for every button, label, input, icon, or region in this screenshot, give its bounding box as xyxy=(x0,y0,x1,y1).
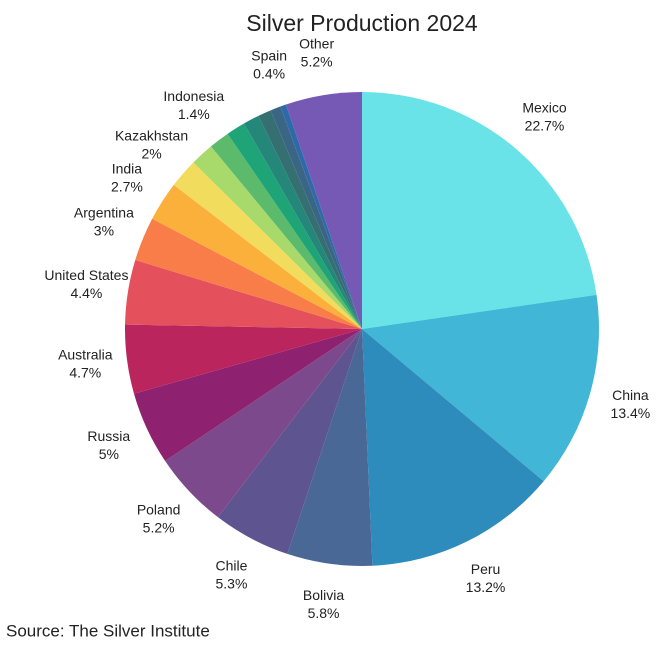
pie-slice xyxy=(217,329,362,554)
pie-slice xyxy=(135,218,362,329)
value-label: 5.2% xyxy=(301,53,333,69)
pie-slice xyxy=(243,115,362,329)
slice-label: Bolivia xyxy=(303,587,344,603)
value-label: 13.2% xyxy=(466,579,506,595)
pie-slice xyxy=(124,324,362,394)
source: Source: The Silver Institute xyxy=(6,621,210,640)
slice-label: United States xyxy=(44,267,128,283)
pie-slice xyxy=(133,329,362,461)
slice-label: Australia xyxy=(58,347,113,363)
slice-label: Chile xyxy=(215,557,247,573)
chart-title: Silver Production 2024 xyxy=(246,10,478,36)
pie-slice xyxy=(280,104,362,329)
pie-slice xyxy=(258,110,362,329)
value-label: 5.3% xyxy=(215,575,247,591)
slice-label: India xyxy=(112,160,143,176)
value-label: 22.7% xyxy=(525,118,565,134)
slice-label: Argentina xyxy=(74,205,134,221)
value-label: 13.4% xyxy=(611,405,651,421)
value-label: 2% xyxy=(141,146,161,162)
value-label: 2.7% xyxy=(111,178,143,194)
pie-slice xyxy=(362,329,544,566)
pie-slice xyxy=(152,184,362,329)
value-label: 0.4% xyxy=(253,66,285,82)
value-label: 5.8% xyxy=(308,605,340,621)
slice-label: Indonesia xyxy=(163,88,224,104)
slice-label: Mexico xyxy=(522,100,567,116)
pie-slice xyxy=(285,92,362,329)
pie-slice xyxy=(165,329,362,518)
pie-slice xyxy=(210,133,362,329)
pie-slice xyxy=(173,162,362,329)
pie-slice xyxy=(362,294,599,482)
pie-slice xyxy=(227,123,362,329)
slice-label: Kazakhstan xyxy=(115,128,188,144)
pie-slice xyxy=(362,92,597,329)
slice-label: Poland xyxy=(137,502,181,518)
pie-slice xyxy=(270,106,362,329)
slice-label: Peru xyxy=(471,561,501,577)
slice-label: Spain xyxy=(251,48,287,64)
value-label: 5.2% xyxy=(143,520,175,536)
slice-label: China xyxy=(612,387,649,403)
value-label: 3% xyxy=(94,223,114,239)
pie-slice xyxy=(287,329,373,566)
slice-label: Other xyxy=(299,35,334,51)
pie-slice xyxy=(193,146,362,329)
value-label: 5% xyxy=(99,446,119,462)
slice-label: Russia xyxy=(87,428,130,444)
pie-slice xyxy=(125,260,362,329)
value-label: 4.4% xyxy=(70,285,102,301)
value-label: 4.7% xyxy=(69,365,101,381)
value-label: 1.4% xyxy=(178,106,210,122)
